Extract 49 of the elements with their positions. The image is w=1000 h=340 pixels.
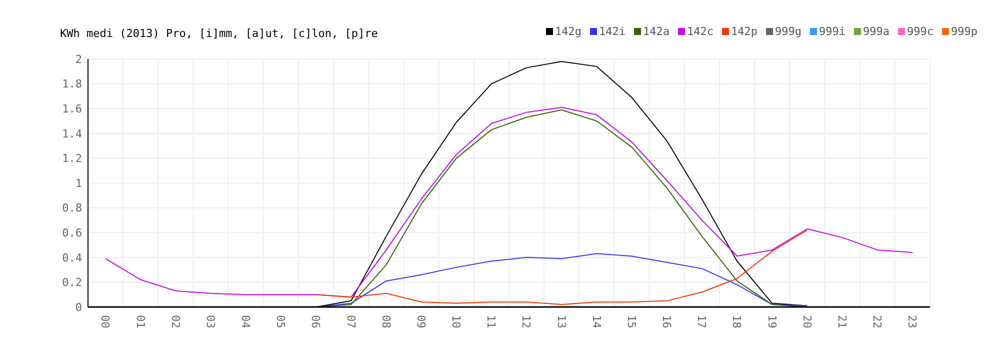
x-tick-label: 03 xyxy=(204,315,217,328)
x-tick-label: 19 xyxy=(765,315,778,328)
x-tick-label: 14 xyxy=(590,315,603,329)
x-tick-label: 22 xyxy=(870,315,884,328)
y-tick-label: 1.8 xyxy=(62,78,82,91)
y-tick-label: 0.2 xyxy=(62,276,82,290)
legend-label: 142g xyxy=(555,25,582,38)
legend-label: 999i xyxy=(819,25,846,38)
x-tick-label: 16 xyxy=(660,315,674,328)
x-tick-label: 20 xyxy=(800,315,814,328)
y-tick-label: 0.6 xyxy=(62,226,82,240)
y-tick-label: 1.6 xyxy=(62,102,82,116)
x-tick-label: 02 xyxy=(168,315,182,328)
y-tick-label: 0 xyxy=(75,300,82,314)
x-tick-label: 07 xyxy=(344,315,358,328)
legend-label: 142p xyxy=(731,25,758,38)
x-tick-label: 10 xyxy=(450,315,463,328)
x-tick-label: 08 xyxy=(379,315,392,328)
legend-label: 999c xyxy=(907,25,934,38)
y-tick-label: 1.4 xyxy=(62,127,82,140)
x-tick-label: 00 xyxy=(98,315,112,328)
x-tick-label: 04 xyxy=(239,315,252,329)
legend-label: 142i xyxy=(599,25,626,38)
legend-label: 999a xyxy=(863,25,890,38)
y-tick-label: 1.2 xyxy=(62,152,82,166)
line-series xyxy=(316,253,808,308)
x-tick-label: 11 xyxy=(484,315,498,328)
x-tick-label: 01 xyxy=(134,315,147,328)
x-tick-label: 06 xyxy=(309,315,322,328)
x-tick-label: 13 xyxy=(554,315,568,328)
x-tick-label: 15 xyxy=(624,315,638,328)
x-tick-label: 12 xyxy=(520,315,533,328)
line-series xyxy=(105,106,913,298)
legend-label: 142c xyxy=(687,25,714,38)
x-tick-label: 05 xyxy=(274,315,288,328)
x-tick-label: 09 xyxy=(414,315,428,328)
y-tick-label: 2 xyxy=(75,52,82,66)
y-tick-label: 1 xyxy=(75,176,82,190)
x-tick-label: 17 xyxy=(695,315,708,328)
x-tick-label: 23 xyxy=(906,315,919,328)
y-tick-label: 0.8 xyxy=(62,202,82,215)
legend-label: 142a xyxy=(643,25,670,38)
legend-label: 999g xyxy=(775,25,802,38)
x-tick-label: 21 xyxy=(835,315,848,328)
y-tick-label: 0.4 xyxy=(62,251,82,264)
x-tick-label: 18 xyxy=(730,315,744,328)
legend-label: 999p xyxy=(951,25,978,38)
chart-title: KWh medi (2013) Pro, [i]mm, [a]ut, [c]lon, [p]re xyxy=(60,27,378,40)
line-series xyxy=(316,230,808,306)
